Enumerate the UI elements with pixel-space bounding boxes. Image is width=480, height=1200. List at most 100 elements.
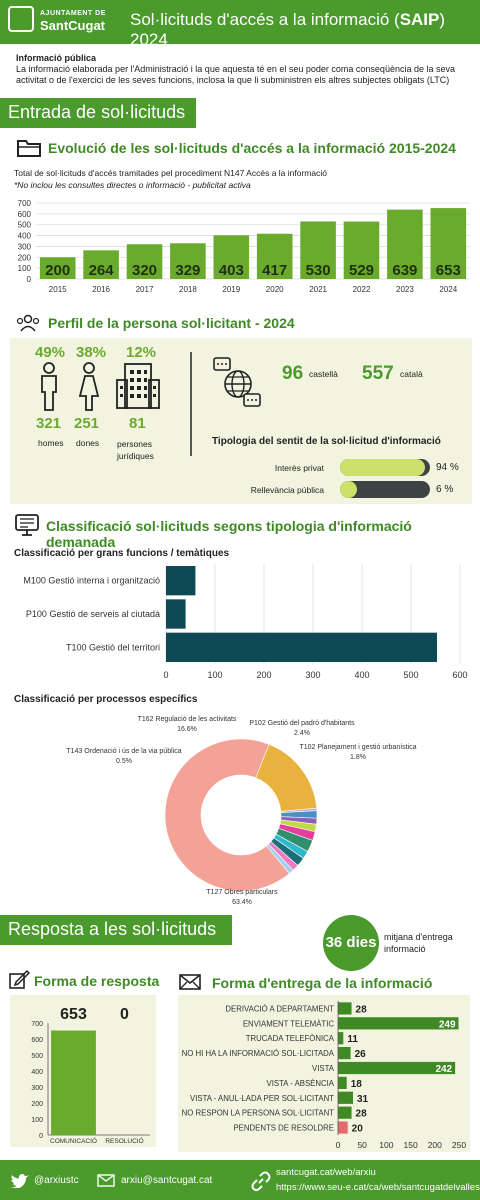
bar xyxy=(338,1061,456,1075)
bar xyxy=(213,235,250,279)
bar-value-label: 653 xyxy=(436,262,461,279)
x-tick-label: COMUNICACIÓ xyxy=(50,1136,97,1145)
category-label: VISTA xyxy=(312,1064,335,1073)
web-link-1[interactable]: santcugat.cat/web/arxiu xyxy=(276,1167,376,1178)
email-address[interactable]: arxiu@santcugat.cat xyxy=(121,1175,213,1186)
evolution-title: Evolució de les sol·licituds d'accés a l… xyxy=(48,140,456,156)
woman-icon xyxy=(78,362,100,411)
homes-label: homes xyxy=(38,438,64,448)
category-label: DERIVACIÓ A DEPARTAMENT xyxy=(225,1004,334,1013)
castella-label: castellà xyxy=(309,369,338,379)
forma-entrega-chart: DERIVACIÓ A DEPARTAMENT 28 ENVIAMENT TELEM… xyxy=(182,1001,466,1150)
bar xyxy=(387,209,423,279)
bar-value-label: 242 xyxy=(435,1064,452,1075)
bar-value-label: 320 xyxy=(132,262,157,279)
tipologia-fill-privat xyxy=(340,459,425,476)
functions-title: Classificació per grans funcions / temàt… xyxy=(14,548,230,559)
forma-entrega-title: Forma d'entrega de la informació xyxy=(212,975,433,991)
juridiques-count: 81 xyxy=(129,415,146,432)
x-tick-label: 150 xyxy=(404,1140,418,1150)
forma-resposta-chart: 0 100 200 300 400 500 600 700 653 COMUNICACIÓ 0 RES… xyxy=(31,1006,150,1145)
bar xyxy=(338,1047,351,1060)
x-tick-label: 400 xyxy=(354,670,369,680)
days-label: mitjana d'entrega informació xyxy=(384,932,453,954)
y-tick-label: 500 xyxy=(18,221,32,230)
tipologia-label-publica: Rellevància pública xyxy=(250,485,324,495)
category-label: VISTA - ABSÈNCIA xyxy=(267,1079,335,1088)
twitter-handle[interactable]: @arxiustc xyxy=(34,1175,79,1186)
bar-value-label: 264 xyxy=(89,262,115,279)
evolution-subtitle: Total de sol·licituds d'accés tramitades… xyxy=(14,168,327,178)
bar-value-label: 653 xyxy=(60,1006,87,1023)
castella-value: 96 xyxy=(282,363,304,384)
y-tick-label: 0 xyxy=(39,1133,43,1140)
x-tick-label: 0 xyxy=(336,1140,341,1150)
donut-slice xyxy=(255,743,318,812)
donut-slice xyxy=(164,738,290,892)
x-tick-label: 250 xyxy=(452,1140,466,1150)
bar-value-label: 31 xyxy=(357,1094,369,1105)
bar xyxy=(338,1017,459,1030)
bar-value-label: 403 xyxy=(219,262,244,279)
x-tick-label: 2018 xyxy=(179,285,197,294)
bar xyxy=(126,244,163,279)
twitter-icon[interactable] xyxy=(10,1172,30,1188)
bar xyxy=(83,250,119,279)
category-label: NO RESPON LA PERSONA SOL·LICITANT xyxy=(182,1109,335,1118)
slice-label: T102 Planejament i gestió urbanística xyxy=(299,744,416,751)
bar xyxy=(338,1076,347,1089)
logo-emblem-icon xyxy=(8,6,34,32)
bar xyxy=(300,221,336,279)
y-tick-label: 600 xyxy=(18,210,32,219)
bar-value-label: 18 xyxy=(351,1079,363,1090)
catala-label: català xyxy=(400,369,423,379)
tipologia-track-privat xyxy=(340,459,430,476)
section-band-resposta: Resposta a les sol·licituds xyxy=(0,915,232,945)
man-icon xyxy=(41,362,57,411)
y-tick-label: 700 xyxy=(18,199,32,208)
logo[interactable]: AJUNTAMENT DE SantCugat xyxy=(8,4,116,40)
donut-slice xyxy=(266,843,294,874)
web-link-2[interactable]: https://www.seu-e.cat/ca/web/santcugatde… xyxy=(276,1182,480,1193)
juridiques-label: persones jurídiques xyxy=(117,439,154,461)
x-tick-label: 100 xyxy=(207,670,222,680)
bar-value-label: 249 xyxy=(439,1019,456,1030)
bar xyxy=(39,257,76,279)
x-tick-label: 2021 xyxy=(309,285,327,294)
forma-resposta-title: Forma de resposta xyxy=(34,973,160,989)
bar xyxy=(430,208,467,279)
x-tick-label: 2019 xyxy=(222,285,240,294)
x-tick-label: 100 xyxy=(379,1140,393,1150)
x-tick-label: 200 xyxy=(428,1140,442,1150)
bar-value-label: 28 xyxy=(356,1004,368,1015)
category-label: NO HI HA LA INFORMACIÓ SOL·LICITADA xyxy=(182,1049,335,1058)
bar-value-label: 11 xyxy=(347,1034,358,1045)
category-label: T100 Gestió del territori xyxy=(66,642,160,652)
x-tick-label: 2020 xyxy=(266,285,284,294)
y-tick-label: 300 xyxy=(31,1085,43,1092)
days-badge: 36 dies xyxy=(323,915,379,971)
bar-value-label: 530 xyxy=(306,262,331,279)
link-icon[interactable] xyxy=(250,1170,272,1192)
bar xyxy=(338,1002,352,1015)
bar-value-label: 0 xyxy=(120,1006,129,1023)
profile-panel xyxy=(10,338,472,504)
evolution-note: *No inclou les consultes directes o info… xyxy=(14,180,251,190)
x-tick-label: 2016 xyxy=(92,285,110,294)
category-label: PENDENTS DE RESOLDRE xyxy=(233,1124,334,1133)
x-tick-label: 2022 xyxy=(353,285,371,294)
y-tick-label: 0 xyxy=(27,275,32,284)
slice-pct-label: 1.8% xyxy=(350,754,366,761)
bar-value-label: 417 xyxy=(262,262,287,279)
x-tick-label: 2024 xyxy=(439,285,457,294)
profile-divider xyxy=(190,352,192,456)
category-label: TRUCADA TELEFÒNICA xyxy=(246,1034,335,1043)
email-icon[interactable] xyxy=(97,1174,115,1187)
language-globe-icon xyxy=(213,357,261,407)
intro-text: La informació elaborada per l'Administra… xyxy=(16,64,455,85)
logo-line2: SantCugat xyxy=(40,18,105,33)
bar-value-label: 26 xyxy=(355,1049,367,1060)
bar xyxy=(166,632,437,662)
processes-donut-chart: T162 Regulació de les activitats 16.6% P10… xyxy=(66,716,416,906)
